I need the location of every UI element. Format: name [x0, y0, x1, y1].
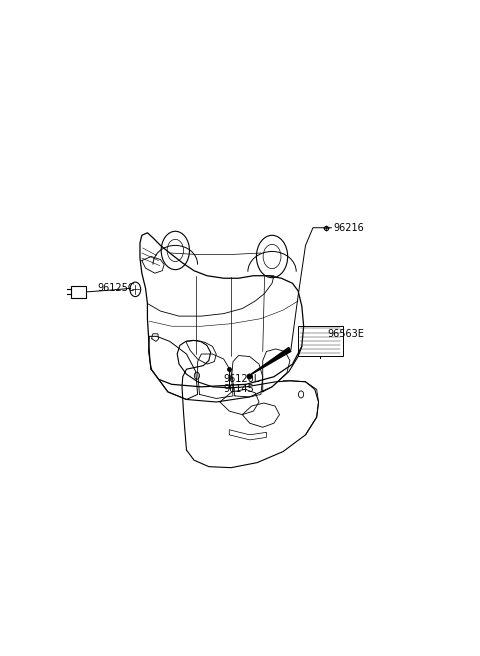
- Text: 96120L: 96120L: [224, 375, 260, 384]
- Text: 96145: 96145: [224, 384, 254, 394]
- Text: 96216: 96216: [334, 223, 364, 233]
- Text: 96563E: 96563E: [328, 329, 365, 338]
- Polygon shape: [249, 348, 290, 376]
- Text: 96125C: 96125C: [97, 283, 135, 293]
- FancyBboxPatch shape: [298, 326, 343, 356]
- FancyBboxPatch shape: [71, 286, 86, 298]
